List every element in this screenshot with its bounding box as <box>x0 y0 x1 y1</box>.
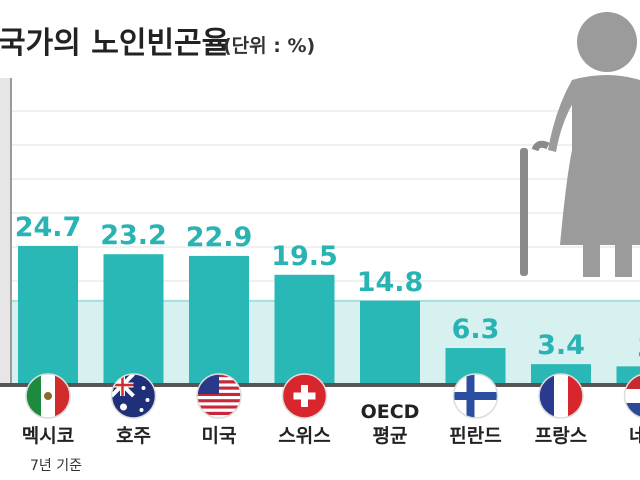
usa-flag-icon <box>196 373 242 419</box>
value-label: 3 <box>637 332 640 363</box>
finland-flag-icon <box>452 373 499 419</box>
left-axis-strip <box>0 78 10 386</box>
value-label: 19.5 <box>271 241 338 272</box>
y-axis-line <box>10 78 12 386</box>
category-label: 스위스 <box>278 425 330 447</box>
value-label: 24.7 <box>15 212 82 243</box>
value-label: 6.3 <box>452 314 500 345</box>
elderly-woman-with-cane-icon <box>520 12 640 277</box>
category-label: 호주 <box>116 425 151 447</box>
chart-title: 국가의 노인빈곤율 <box>0 26 229 61</box>
footnote: 7년 기준 <box>30 458 82 474</box>
australia-flag-icon <box>110 373 157 419</box>
netherlands-flag-icon <box>623 374 640 418</box>
value-label: 3.4 <box>537 330 585 361</box>
category-label: 네덜 <box>629 425 640 447</box>
bar <box>189 255 249 383</box>
swiss-flag-icon <box>281 373 328 419</box>
category-label: 핀란드 <box>449 425 501 447</box>
bar <box>274 274 335 383</box>
value-label: 22.9 <box>186 222 253 253</box>
mexico-flag-icon <box>25 373 71 419</box>
value-label: 23.2 <box>100 220 167 251</box>
value-labels: 24.7 23.2 22.9 19.5 14.8 6.3 3.4 3 <box>15 212 640 363</box>
france-flag-icon <box>538 373 584 419</box>
unit-label: (단위 : %) <box>223 35 315 57</box>
value-label: 14.8 <box>357 267 424 298</box>
category-label: 미국 <box>202 425 237 447</box>
category-label: 프랑스 <box>535 425 587 447</box>
bar <box>18 245 78 383</box>
category-label: OECD 평균 <box>361 401 420 447</box>
flags <box>25 373 640 419</box>
category-label: 멕시코 <box>22 425 74 447</box>
bars <box>18 245 640 383</box>
bar <box>103 254 164 383</box>
bar <box>360 300 420 383</box>
